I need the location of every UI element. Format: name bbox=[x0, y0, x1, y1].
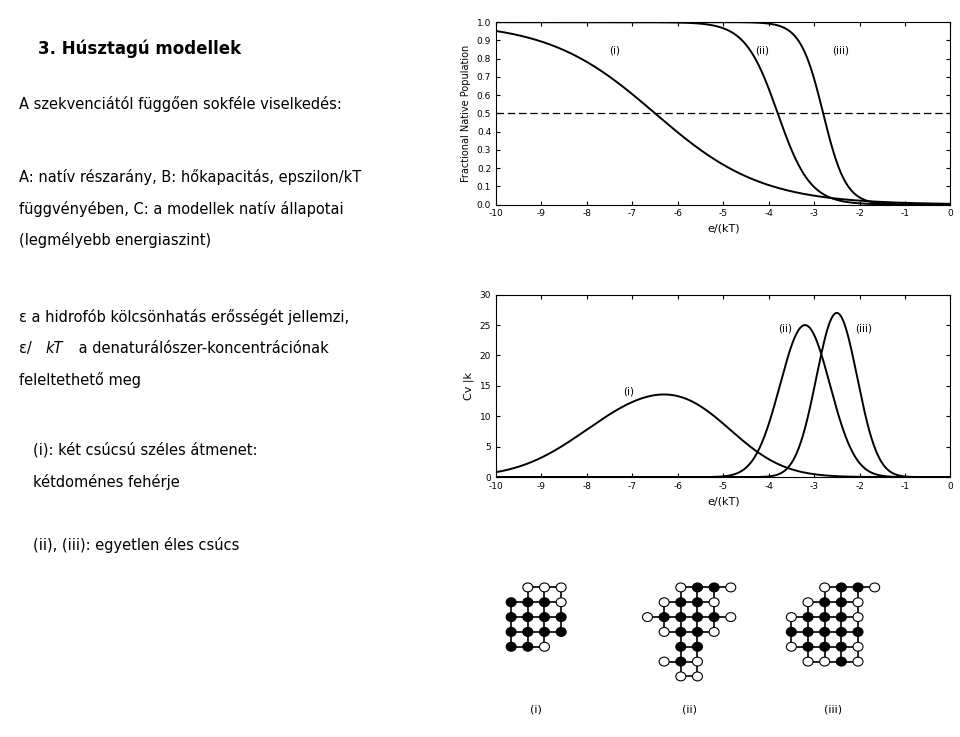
Circle shape bbox=[692, 627, 703, 636]
Text: (iii): (iii) bbox=[832, 45, 850, 55]
Circle shape bbox=[836, 657, 847, 666]
Circle shape bbox=[523, 643, 533, 652]
Circle shape bbox=[853, 583, 863, 592]
Circle shape bbox=[676, 627, 685, 636]
Text: a denaturálószer-koncentrációnak: a denaturálószer-koncentrációnak bbox=[74, 340, 328, 356]
Circle shape bbox=[676, 643, 685, 652]
Circle shape bbox=[692, 583, 703, 592]
Circle shape bbox=[676, 657, 685, 666]
Circle shape bbox=[506, 643, 516, 652]
Circle shape bbox=[836, 627, 847, 636]
X-axis label: e/(kT): e/(kT) bbox=[707, 497, 739, 506]
Circle shape bbox=[820, 643, 829, 652]
Text: (i): (i) bbox=[610, 45, 620, 55]
Text: (iii): (iii) bbox=[824, 705, 842, 715]
Circle shape bbox=[726, 583, 735, 592]
Text: kT: kT bbox=[45, 340, 62, 356]
Circle shape bbox=[853, 657, 863, 666]
Circle shape bbox=[676, 672, 685, 681]
Circle shape bbox=[836, 643, 847, 652]
Text: függvényében, C: a modellek natív állapotai: függvényében, C: a modellek natív állapo… bbox=[19, 200, 344, 217]
Circle shape bbox=[803, 643, 813, 652]
Text: (ii): (ii) bbox=[755, 45, 769, 55]
Circle shape bbox=[820, 627, 829, 636]
Circle shape bbox=[820, 598, 829, 607]
Text: (i): (i) bbox=[623, 387, 635, 397]
Circle shape bbox=[660, 612, 669, 621]
Text: ε/: ε/ bbox=[19, 340, 32, 356]
Circle shape bbox=[803, 627, 813, 636]
Circle shape bbox=[523, 583, 533, 592]
Circle shape bbox=[523, 612, 533, 621]
Circle shape bbox=[836, 598, 847, 607]
Circle shape bbox=[540, 612, 549, 621]
Circle shape bbox=[660, 657, 669, 666]
Circle shape bbox=[786, 643, 797, 652]
Text: kétdoménes fehérje: kétdoménes fehérje bbox=[34, 474, 180, 489]
Circle shape bbox=[836, 612, 847, 621]
Circle shape bbox=[540, 583, 549, 592]
X-axis label: e/(kT): e/(kT) bbox=[707, 224, 739, 234]
Text: A szekvenciától függően sokféle viselkedés:: A szekvenciától függően sokféle viselked… bbox=[19, 96, 342, 111]
Circle shape bbox=[709, 598, 719, 607]
Y-axis label: Fractional Native Population: Fractional Native Population bbox=[461, 45, 471, 182]
Text: (i): (i) bbox=[530, 705, 542, 715]
Circle shape bbox=[709, 627, 719, 636]
Text: (legmélyebb energiaszint): (legmélyebb energiaszint) bbox=[19, 232, 211, 248]
Circle shape bbox=[692, 643, 703, 652]
Text: 3. Húsztagú modellek: 3. Húsztagú modellek bbox=[38, 40, 241, 58]
Circle shape bbox=[820, 612, 829, 621]
Circle shape bbox=[786, 612, 797, 621]
Circle shape bbox=[540, 643, 549, 652]
Text: ε a hidrofób kölcsönhatás erősségét jellemzi,: ε a hidrofób kölcsönhatás erősségét jell… bbox=[19, 310, 349, 325]
Circle shape bbox=[853, 612, 863, 621]
Circle shape bbox=[692, 612, 703, 621]
Circle shape bbox=[642, 612, 653, 621]
Circle shape bbox=[523, 627, 533, 636]
Circle shape bbox=[556, 627, 566, 636]
Circle shape bbox=[870, 583, 879, 592]
Circle shape bbox=[660, 627, 669, 636]
Text: (i): két csúcsú széles átmenet:: (i): két csúcsú széles átmenet: bbox=[34, 442, 258, 458]
Y-axis label: Cv |k: Cv |k bbox=[464, 372, 474, 400]
Circle shape bbox=[523, 598, 533, 607]
Circle shape bbox=[692, 657, 703, 666]
Circle shape bbox=[676, 612, 685, 621]
Circle shape bbox=[786, 627, 797, 636]
Circle shape bbox=[556, 583, 566, 592]
Circle shape bbox=[853, 627, 863, 636]
Circle shape bbox=[709, 583, 719, 592]
Circle shape bbox=[726, 612, 735, 621]
Circle shape bbox=[820, 657, 829, 666]
Circle shape bbox=[709, 612, 719, 621]
Circle shape bbox=[853, 598, 863, 607]
Text: (ii): (ii) bbox=[778, 323, 792, 333]
Text: (ii): (ii) bbox=[682, 705, 697, 715]
Circle shape bbox=[803, 612, 813, 621]
Circle shape bbox=[540, 598, 549, 607]
Circle shape bbox=[506, 612, 516, 621]
Circle shape bbox=[676, 598, 685, 607]
Circle shape bbox=[506, 598, 516, 607]
Circle shape bbox=[556, 598, 566, 607]
Circle shape bbox=[820, 583, 829, 592]
Text: feleltethető meg: feleltethető meg bbox=[19, 372, 141, 388]
Text: (iii): (iii) bbox=[855, 323, 872, 333]
Circle shape bbox=[692, 598, 703, 607]
Circle shape bbox=[676, 583, 685, 592]
Circle shape bbox=[803, 657, 813, 666]
Circle shape bbox=[540, 627, 549, 636]
Text: A: natív részarány, B: hőkapacitás, epszilon/kT: A: natív részarány, B: hőkapacitás, epsz… bbox=[19, 170, 361, 185]
Text: (ii), (iii): egyetlen éles csúcs: (ii), (iii): egyetlen éles csúcs bbox=[34, 537, 240, 553]
Circle shape bbox=[660, 598, 669, 607]
Circle shape bbox=[853, 643, 863, 652]
Circle shape bbox=[556, 612, 566, 621]
Circle shape bbox=[803, 598, 813, 607]
Circle shape bbox=[836, 583, 847, 592]
Circle shape bbox=[506, 627, 516, 636]
Circle shape bbox=[692, 672, 703, 681]
